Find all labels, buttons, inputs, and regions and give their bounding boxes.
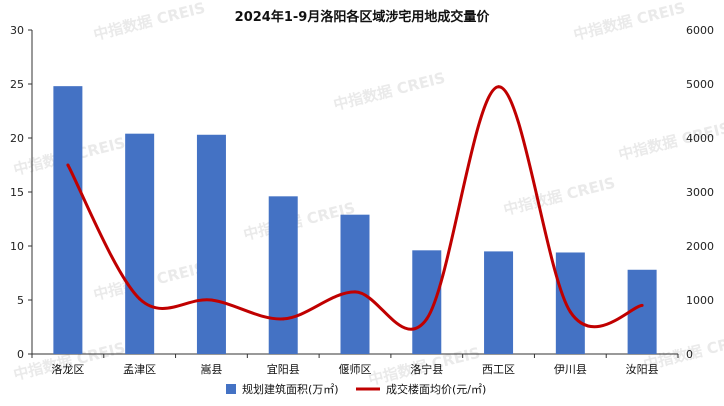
price-point-偃师区	[353, 290, 357, 294]
bar-汝阳县	[627, 269, 657, 354]
price-point-宜阳县	[281, 317, 285, 321]
watermark-text: 中指数据 CREIS	[242, 199, 357, 244]
bar-西工区	[484, 251, 514, 354]
legend: 规划建筑面积(万㎡) 成交楼面均价(元/㎡)	[226, 382, 486, 396]
y-left-tick-label: 15	[10, 186, 24, 199]
y-left-tick-label: 20	[10, 132, 24, 145]
x-category-label: 偃师区	[339, 362, 372, 376]
y-left-tick-label: 0	[17, 348, 24, 361]
bar-伊川县	[555, 252, 585, 354]
price-point-伊川县	[568, 310, 572, 314]
y-right-tick-label: 6000	[686, 24, 714, 37]
watermark-text: 中指数据 CREIS	[502, 174, 617, 219]
x-category-label: 洛宁县	[410, 362, 443, 376]
x-category-label: 汝阳县	[626, 362, 659, 376]
bar-宜阳县	[268, 196, 298, 354]
bar-偃师区	[340, 214, 370, 354]
y-left-tick-label: 10	[10, 240, 24, 253]
y-right-tick-label: 2000	[686, 240, 714, 253]
legend-label-line: 成交楼面均价(元/㎡)	[386, 382, 486, 396]
y-left-tick-label: 5	[17, 294, 24, 307]
y-right-tick-label: 1000	[686, 294, 714, 307]
y-right-tick-label: 5000	[686, 78, 714, 91]
watermark-text: 中指数据 CREIS	[332, 69, 447, 114]
x-category-label: 宜阳县	[267, 362, 300, 376]
x-category-label: 孟津区	[123, 363, 156, 376]
price-line	[66, 85, 643, 331]
y-right-tick-label: 0	[686, 348, 693, 361]
y-left-tick-label: 25	[10, 78, 24, 91]
price-point-西工区	[497, 85, 501, 89]
legend-swatch-bar	[226, 384, 236, 394]
x-category-label: 嵩县	[200, 363, 222, 376]
price-point-洛龙区	[66, 163, 70, 167]
price-point-汝阳县	[640, 303, 644, 307]
bar-嵩县	[196, 134, 226, 354]
price-point-嵩县	[209, 298, 213, 302]
price-point-洛宁县	[425, 317, 429, 321]
x-category-label: 洛龙区	[51, 362, 84, 376]
bar-洛龙区	[53, 86, 83, 354]
bar-洛宁县	[412, 250, 442, 354]
y-right-tick-label: 3000	[686, 186, 714, 199]
x-category-label: 伊川县	[554, 363, 587, 376]
watermark-text: 中指数据 CREIS	[92, 0, 207, 44]
y-right-tick-label: 4000	[686, 132, 714, 145]
chart-title: 2024年1-9月洛阳各区域涉宅用地成交量价	[235, 9, 491, 25]
price-point-孟津区	[138, 297, 142, 301]
watermark-text: 中指数据 CREIS	[572, 0, 687, 44]
legend-label-bar: 规划建筑面积(万㎡)	[242, 382, 339, 396]
x-category-label: 西工区	[482, 363, 515, 376]
bar-孟津区	[125, 133, 155, 354]
y-left-tick-label: 30	[10, 24, 24, 37]
